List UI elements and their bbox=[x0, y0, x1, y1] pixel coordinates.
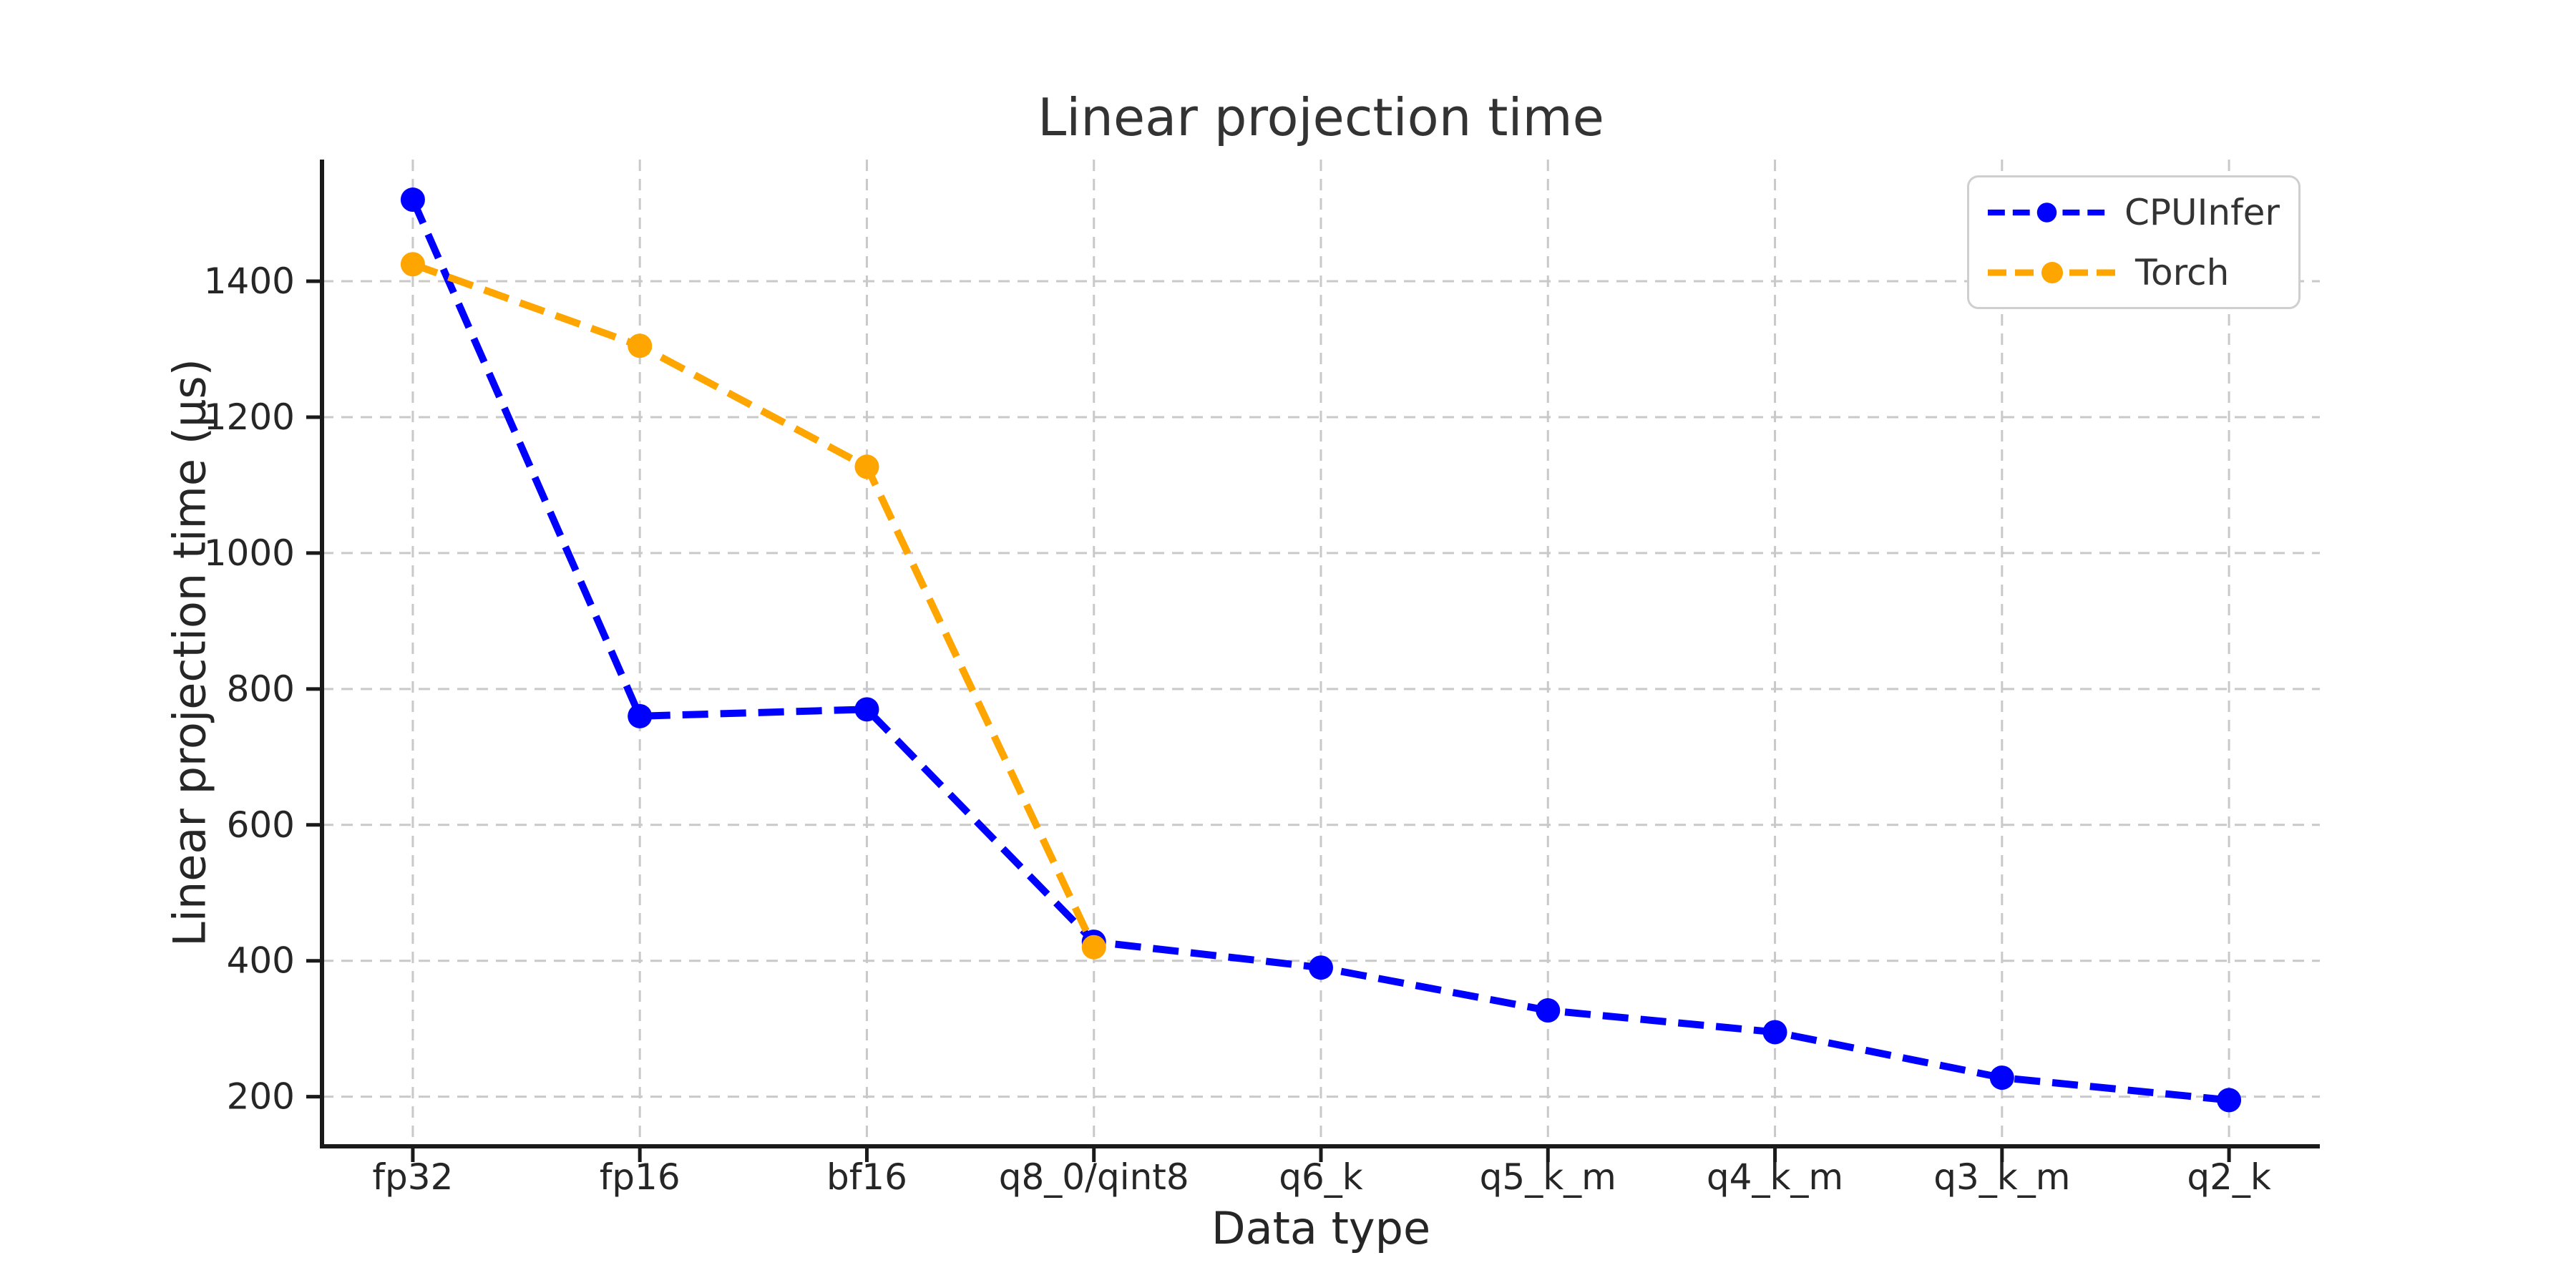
x-tick-label-q4-k-m: q4_k_m bbox=[1707, 1156, 1843, 1198]
marker-torch-q8-0-qint8 bbox=[1081, 935, 1106, 960]
x-tick-label-q6-k: q6_k bbox=[1279, 1156, 1363, 1198]
marker-torch-fp16 bbox=[628, 333, 653, 358]
legend-label-torch: Torch bbox=[2135, 251, 2230, 293]
marker-torch-bf16 bbox=[854, 454, 879, 479]
marker-cpuinfer-q5-k-m bbox=[1536, 998, 1561, 1023]
x-tick-label-q5-k-m: q5_k_m bbox=[1480, 1156, 1616, 1198]
x-tick-label-fp16: fp16 bbox=[600, 1156, 680, 1198]
y-tick-label-800: 800 bbox=[227, 668, 295, 710]
legend: CPUInfer Torch bbox=[1967, 175, 2301, 309]
y-tick-label-600: 600 bbox=[227, 804, 295, 846]
marker-cpuinfer-fp16 bbox=[628, 703, 653, 728]
torch-line-swatch bbox=[1988, 261, 2117, 283]
series-line-torch bbox=[411, 260, 1098, 949]
x-tick-label-fp32: fp32 bbox=[372, 1156, 453, 1198]
y-tick-label-200: 200 bbox=[227, 1076, 295, 1118]
marker-cpuinfer-q3-k-m bbox=[1989, 1065, 2014, 1091]
torch-swatch-marker bbox=[2041, 261, 2063, 283]
cpuinfer-line-swatch bbox=[1988, 202, 2106, 223]
x-tick-label-q8-0-qint8: q8_0/qint8 bbox=[999, 1156, 1189, 1198]
legend-label-cpuinfer: CPUInfer bbox=[2124, 191, 2280, 233]
x-axis-label: Data type bbox=[1211, 1202, 1431, 1254]
x-tick-label-bf16: bf16 bbox=[826, 1156, 907, 1198]
y-tick-label-400: 400 bbox=[227, 940, 295, 982]
y-tick-label-1000: 1000 bbox=[204, 532, 295, 574]
marker-cpuinfer-q4-k-m bbox=[1762, 1020, 1787, 1045]
chart-title: Linear projection time bbox=[1038, 87, 1604, 147]
marker-cpuinfer-q6-k bbox=[1309, 955, 1333, 980]
marker-cpuinfer-bf16 bbox=[854, 697, 879, 722]
legend-item-cpuinfer: CPUInfer bbox=[1988, 184, 2280, 241]
y-axis-label: Linear projection time (µs) bbox=[163, 358, 216, 947]
y-tick-label-1200: 1200 bbox=[204, 396, 295, 438]
marker-cpuinfer-q2-k bbox=[2217, 1088, 2242, 1113]
legend-item-torch: Torch bbox=[1988, 244, 2280, 301]
x-tick-label-q2-k: q2_k bbox=[2187, 1156, 2271, 1198]
y-tick-label-1400: 1400 bbox=[204, 260, 295, 302]
x-tick-label-q3-k-m: q3_k_m bbox=[1933, 1156, 2070, 1198]
cpuinfer-swatch-marker bbox=[2036, 202, 2057, 223]
marker-cpuinfer-fp32 bbox=[400, 187, 425, 213]
marker-torch-fp32 bbox=[400, 252, 425, 277]
